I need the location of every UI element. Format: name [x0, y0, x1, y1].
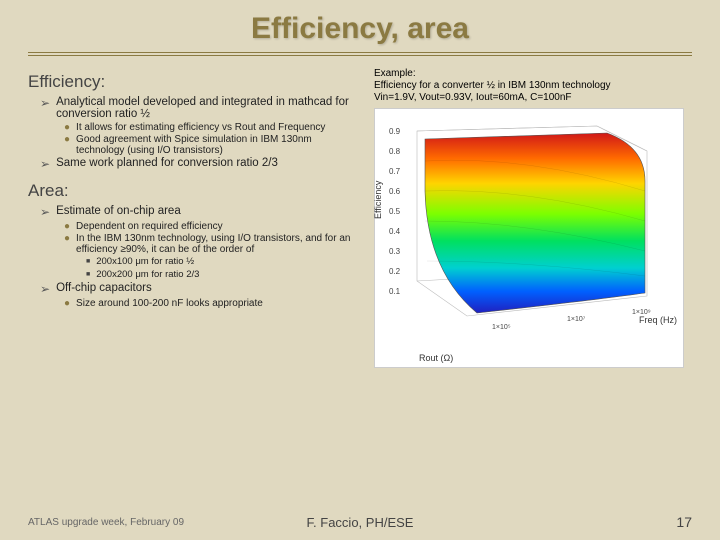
subbullet-ibm130: ● In the IBM 130nm technology, using I/O…: [64, 233, 362, 255]
bullet-same-work: ➢ Same work planned for conversion ratio…: [40, 157, 362, 171]
bullet-analytical-model: ➢ Analytical model developed and integra…: [40, 96, 362, 120]
bullet-text: Same work planned for conversion ratio 2…: [56, 157, 278, 171]
y-axis-label: Efficiency: [373, 181, 383, 219]
y-tick: 0.6: [389, 187, 400, 196]
svg-text:1×10⁷: 1×10⁷: [567, 316, 586, 323]
bullet-text: Size around 100-200 nF looks appropriate: [76, 298, 263, 309]
chevron-icon: ➢: [40, 205, 50, 219]
efficiency-heading: Efficiency:: [28, 72, 362, 92]
title-divider: [28, 52, 692, 56]
example-line3: Vin=1.9V, Vout=0.93V, Iout=60mA, C=100nF: [374, 92, 572, 103]
y-tick: 0.7: [389, 167, 400, 176]
y-tick: 0.3: [389, 247, 400, 256]
bullet-icon: ●: [64, 221, 70, 232]
bullet-icon: ●: [64, 122, 70, 133]
bullet-icon: ●: [64, 134, 70, 156]
footer-page-number: 17: [676, 514, 692, 530]
right-column: Example: Efficiency for a converter ½ in…: [374, 68, 692, 368]
y-tick: 0.5: [389, 207, 400, 216]
area-heading: Area:: [28, 181, 362, 201]
surface-plot-svg: 1×10⁵ 1×10⁷ 1×10⁹: [407, 121, 667, 331]
left-column: Efficiency: ➢ Analytical model developed…: [28, 68, 362, 368]
subbullet-size: ● Size around 100-200 nF looks appropria…: [64, 298, 362, 309]
bullet-text: Estimate of on-chip area: [56, 205, 181, 219]
y-tick: 0.2: [389, 267, 400, 276]
subbullet-estimating: ● It allows for estimating efficiency vs…: [64, 122, 362, 133]
content-area: Efficiency: ➢ Analytical model developed…: [0, 68, 720, 368]
square-icon: ■: [86, 256, 90, 268]
subsubbullet-200x200: ■ 200x200 μm for ratio 2/3: [86, 269, 362, 281]
chevron-icon: ➢: [40, 96, 50, 120]
efficiency-3d-plot: Efficiency Freq (Hz) Rout (Ω) 0.90.80.70…: [374, 108, 684, 368]
bullet-offchip: ➢ Off-chip capacitors: [40, 282, 362, 296]
y-tick: 0.1: [389, 287, 400, 296]
svg-text:1×10⁵: 1×10⁵: [492, 324, 511, 331]
bullet-text: Dependent on required efficiency: [76, 221, 223, 232]
bullet-text: It allows for estimating efficiency vs R…: [76, 122, 325, 133]
square-icon: ■: [86, 269, 90, 281]
bullet-text: Analytical model developed and integrate…: [56, 96, 362, 120]
y-tick: 0.4: [389, 227, 400, 236]
subbullet-spice: ● Good agreement with Spice simulation i…: [64, 134, 362, 156]
footer-left: ATLAS upgrade week, February 09: [28, 517, 184, 528]
svg-text:1×10⁹: 1×10⁹: [632, 309, 651, 316]
subbullet-dependent: ● Dependent on required efficiency: [64, 221, 362, 232]
slide-title: Efficiency, area: [0, 0, 720, 52]
bullet-text: In the IBM 130nm technology, using I/O t…: [76, 233, 362, 255]
example-line1: Example:: [374, 68, 416, 79]
bullet-icon: ●: [64, 298, 70, 309]
example-caption: Example: Efficiency for a converter ½ in…: [374, 68, 692, 104]
subsubbullet-200x100: ■ 200x100 μm for ratio ½: [86, 256, 362, 268]
chevron-icon: ➢: [40, 157, 50, 171]
bullet-text: Good agreement with Spice simulation in …: [76, 134, 362, 156]
bullet-text: Off-chip capacitors: [56, 282, 152, 296]
bullet-text: 200x100 μm for ratio ½: [96, 256, 194, 268]
y-tick: 0.9: [389, 127, 400, 136]
chevron-icon: ➢: [40, 282, 50, 296]
example-line2: Efficiency for a converter ½ in IBM 130n…: [374, 80, 611, 91]
bullet-icon: ●: [64, 233, 70, 255]
bullet-estimate-area: ➢ Estimate of on-chip area: [40, 205, 362, 219]
footer-center: F. Faccio, PH/ESE: [307, 515, 414, 530]
bullet-text: 200x200 μm for ratio 2/3: [96, 269, 199, 281]
rout-axis-label: Rout (Ω): [419, 353, 453, 363]
y-tick: 0.8: [389, 147, 400, 156]
